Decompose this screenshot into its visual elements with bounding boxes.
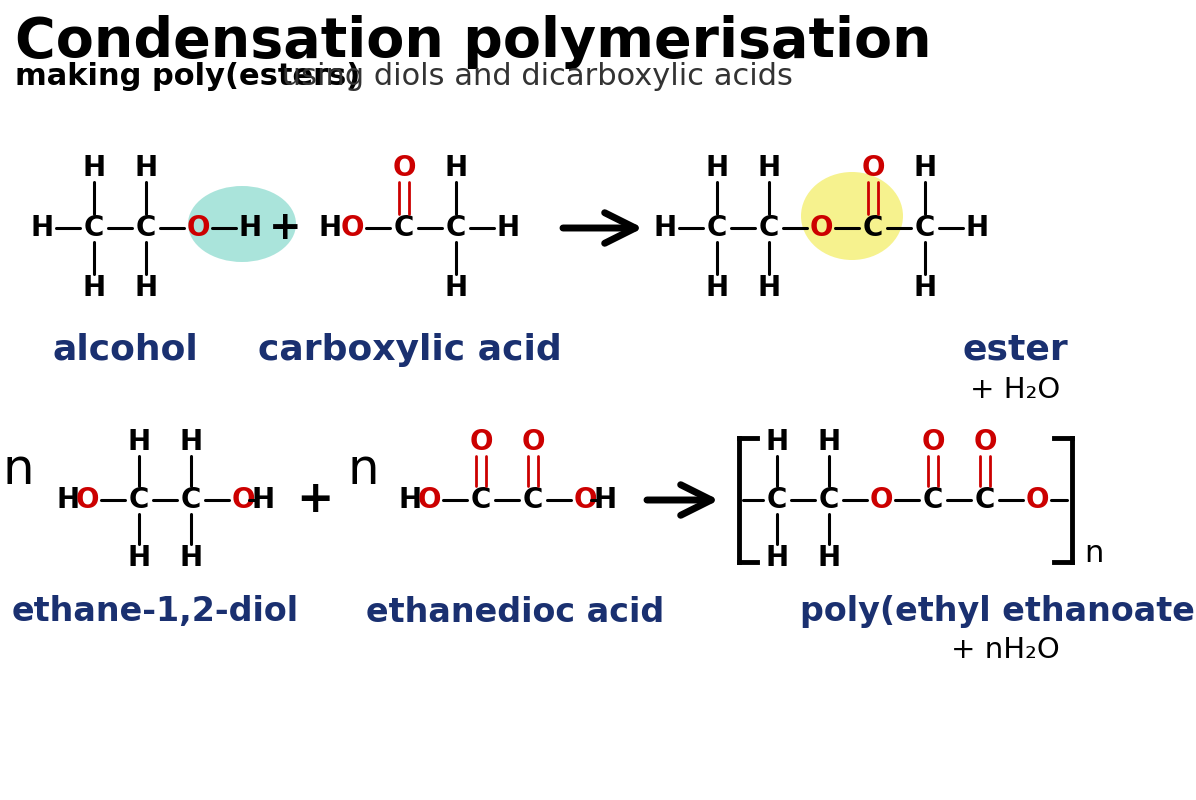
Text: H: H (83, 274, 105, 302)
Text: H: H (398, 486, 421, 514)
Text: O: O (921, 428, 945, 456)
Text: +: + (297, 478, 334, 522)
Text: H: H (914, 274, 936, 302)
Text: O: O (573, 486, 597, 514)
Text: C: C (393, 214, 414, 242)
Text: H: H (238, 214, 262, 242)
Text: H: H (56, 486, 80, 514)
Text: H: H (128, 544, 151, 572)
Text: H: H (30, 214, 54, 242)
Text: O: O (1025, 486, 1049, 514)
Text: C: C (84, 214, 104, 242)
Text: H: H (128, 428, 151, 456)
Text: C: C (707, 214, 727, 242)
Text: H: H (653, 214, 677, 242)
Text: O: O (75, 486, 99, 514)
Text: using diols and dicarboxylic acids: using diols and dicarboxylic acids (271, 62, 793, 91)
Text: H: H (445, 274, 468, 302)
Text: H: H (445, 154, 468, 182)
Text: H: H (496, 214, 519, 242)
Text: H: H (706, 154, 728, 182)
Text: + H₂O: + H₂O (970, 376, 1060, 404)
Text: ethanedioc acid: ethanedioc acid (366, 595, 664, 629)
Text: O: O (231, 486, 255, 514)
Text: C: C (136, 214, 157, 242)
Text: O: O (869, 486, 892, 514)
Text: H: H (706, 274, 728, 302)
Text: H: H (965, 214, 989, 242)
Text: H: H (179, 544, 202, 572)
Text: O: O (974, 428, 996, 456)
Text: poly(ethyl ethanoate): poly(ethyl ethanoate) (800, 595, 1196, 629)
Text: H: H (179, 428, 202, 456)
Text: O: O (861, 154, 885, 182)
Text: H: H (757, 154, 781, 182)
Ellipse shape (801, 172, 903, 260)
Text: +: + (269, 209, 301, 247)
Text: C: C (181, 486, 201, 514)
Text: ethane-1,2-diol: ethane-1,2-diol (12, 595, 299, 629)
Text: O: O (392, 154, 416, 182)
Text: O: O (417, 486, 441, 514)
Text: C: C (915, 214, 935, 242)
Text: C: C (819, 486, 840, 514)
Text: n: n (2, 446, 33, 494)
Text: carboxylic acid: carboxylic acid (258, 333, 562, 367)
Text: C: C (758, 214, 779, 242)
Ellipse shape (188, 186, 295, 262)
Text: H: H (817, 428, 841, 456)
Text: H: H (757, 274, 781, 302)
Text: H: H (914, 154, 936, 182)
Text: + nH₂O: + nH₂O (951, 636, 1060, 664)
Text: H: H (251, 486, 275, 514)
Text: H: H (765, 544, 788, 572)
Text: n: n (1085, 539, 1104, 569)
Text: alcohol: alcohol (53, 333, 197, 367)
Text: O: O (521, 428, 544, 456)
Text: H: H (134, 154, 158, 182)
Text: H: H (134, 274, 158, 302)
Text: O: O (187, 214, 209, 242)
Text: H: H (83, 154, 105, 182)
Text: C: C (129, 486, 150, 514)
Text: C: C (975, 486, 995, 514)
Text: C: C (471, 486, 492, 514)
Text: H: H (765, 428, 788, 456)
Text: C: C (767, 486, 787, 514)
Text: O: O (469, 428, 493, 456)
Text: C: C (523, 486, 543, 514)
Text: H: H (318, 214, 342, 242)
Text: Condensation polymerisation: Condensation polymerisation (16, 15, 932, 69)
Text: O: O (340, 214, 364, 242)
Text: C: C (862, 214, 883, 242)
Text: making poly(esters): making poly(esters) (16, 62, 360, 91)
Text: H: H (593, 486, 617, 514)
Text: O: O (810, 214, 832, 242)
Text: n: n (347, 446, 379, 494)
Text: C: C (923, 486, 944, 514)
Text: H: H (817, 544, 841, 572)
Text: ester: ester (962, 333, 1068, 367)
Text: C: C (446, 214, 466, 242)
